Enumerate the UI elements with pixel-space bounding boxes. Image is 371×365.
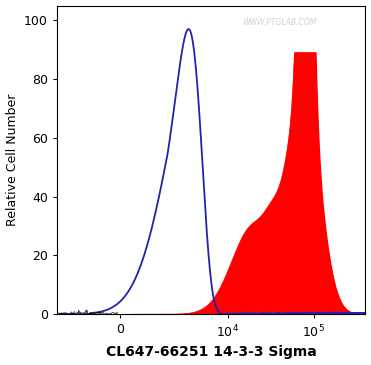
Text: WWW.PTGLAB.COM: WWW.PTGLAB.COM [242,18,316,27]
Y-axis label: Relative Cell Number: Relative Cell Number [6,94,19,226]
X-axis label: CL647-66251 14-3-3 Sigma: CL647-66251 14-3-3 Sigma [106,345,316,360]
